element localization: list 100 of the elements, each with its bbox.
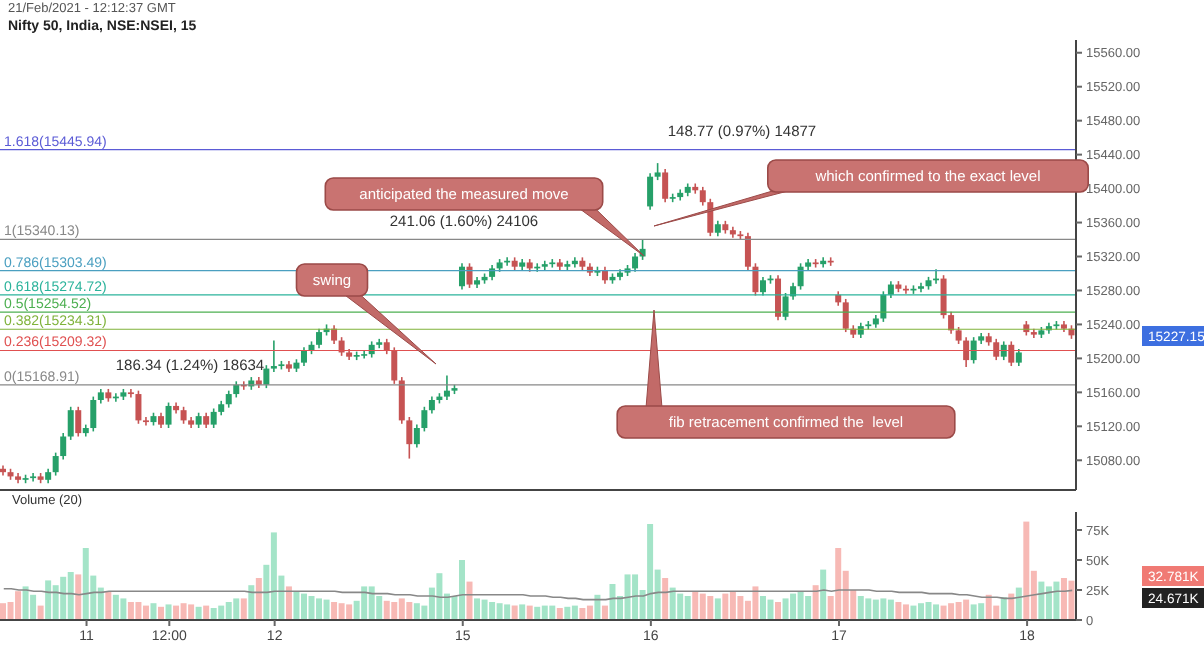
- candlestick: [391, 346, 398, 385]
- bar: [752, 586, 759, 620]
- bar: [669, 587, 676, 620]
- candlestick: [549, 258, 556, 269]
- bar: [970, 604, 977, 620]
- bar: [1053, 581, 1060, 620]
- bar: [699, 593, 706, 620]
- bar: [684, 596, 691, 620]
- bar: [895, 602, 902, 620]
- bar: [361, 586, 368, 620]
- bar: [647, 524, 654, 620]
- bar: [60, 576, 67, 620]
- bar: [22, 586, 29, 620]
- bar: [865, 598, 872, 620]
- bar: [233, 598, 240, 620]
- candlestick: [797, 262, 804, 291]
- candlestick: [135, 389, 142, 425]
- bar: [150, 603, 157, 620]
- candlestick: [820, 256, 827, 269]
- bar: [902, 604, 909, 620]
- bar: [692, 591, 699, 620]
- candlestick: [458, 262, 465, 291]
- bar: [1038, 581, 1045, 620]
- bar: [165, 604, 172, 620]
- bar: [775, 602, 782, 620]
- bar: [316, 598, 323, 620]
- bar: [767, 599, 774, 620]
- bar: [300, 593, 307, 620]
- bar: [1015, 587, 1022, 620]
- bar: [120, 598, 127, 620]
- bar: [270, 532, 277, 620]
- bar: [398, 598, 405, 620]
- bar: [368, 586, 375, 620]
- bar: [857, 596, 864, 620]
- bar: [940, 605, 947, 620]
- bar: [955, 602, 962, 620]
- bar: [594, 594, 601, 620]
- candlestick: [632, 252, 639, 273]
- bar: [346, 604, 353, 620]
- bar: [790, 593, 797, 620]
- bar: [504, 604, 511, 620]
- bar: [564, 606, 571, 620]
- bar: [195, 606, 202, 620]
- candlestick: [692, 182, 699, 195]
- bar: [737, 596, 744, 620]
- bar: [586, 605, 593, 620]
- bar: [624, 574, 631, 620]
- bar: [948, 603, 955, 620]
- bar: [677, 593, 684, 620]
- bar: [173, 605, 180, 620]
- candlestick: [1008, 340, 1015, 367]
- bar: [933, 604, 940, 620]
- bar: [458, 560, 465, 620]
- bar: [917, 603, 924, 620]
- bar: [293, 591, 300, 620]
- candlestick: [210, 407, 217, 429]
- bar: [52, 585, 59, 620]
- bar: [218, 605, 225, 620]
- bar: [489, 602, 496, 620]
- bar: [925, 602, 932, 620]
- bar: [759, 596, 766, 620]
- bar: [474, 598, 481, 620]
- candlestick: [331, 324, 338, 345]
- bar: [285, 586, 292, 620]
- bar: [820, 569, 827, 620]
- bar: [30, 594, 37, 620]
- bar: [248, 585, 255, 620]
- bar: [1045, 586, 1052, 620]
- candlestick: [1000, 340, 1007, 361]
- candlestick: [759, 276, 766, 297]
- bar: [15, 591, 22, 620]
- bar: [225, 602, 232, 620]
- bar: [436, 573, 443, 620]
- bar: [308, 596, 315, 620]
- candlestick: [67, 405, 74, 441]
- bar: [1060, 578, 1067, 620]
- bar: [338, 603, 345, 620]
- bar: [519, 604, 526, 620]
- bar: [496, 603, 503, 620]
- candlestick: [300, 346, 307, 367]
- bar: [579, 608, 586, 620]
- candlestick: [662, 168, 669, 203]
- candlestick: [443, 374, 450, 401]
- bar: [413, 603, 420, 620]
- bar: [1068, 580, 1075, 620]
- bar: [722, 593, 729, 620]
- bar: [37, 605, 44, 620]
- bar: [323, 599, 330, 620]
- bar: [571, 605, 578, 620]
- candlestick: [30, 472, 37, 483]
- bar: [880, 598, 887, 620]
- bar: [782, 598, 789, 620]
- bar: [1000, 597, 1007, 620]
- candlestick: [0, 464, 6, 477]
- bar: [632, 574, 639, 620]
- bar: [1023, 521, 1030, 620]
- bar: [963, 599, 970, 620]
- bar: [135, 602, 142, 620]
- bar: [714, 598, 721, 620]
- candlestick: [263, 364, 270, 389]
